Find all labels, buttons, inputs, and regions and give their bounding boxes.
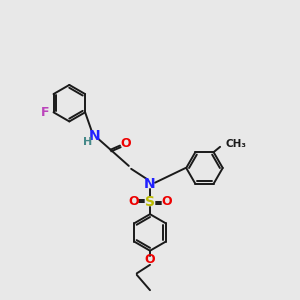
Text: O: O xyxy=(120,137,130,150)
Text: S: S xyxy=(145,195,155,209)
Text: CH₃: CH₃ xyxy=(226,139,247,149)
Text: N: N xyxy=(144,177,156,191)
Text: H: H xyxy=(83,137,92,147)
Text: F: F xyxy=(41,106,50,119)
Text: O: O xyxy=(145,253,155,266)
Text: O: O xyxy=(128,195,139,208)
Text: N: N xyxy=(88,129,100,142)
Text: O: O xyxy=(161,195,172,208)
